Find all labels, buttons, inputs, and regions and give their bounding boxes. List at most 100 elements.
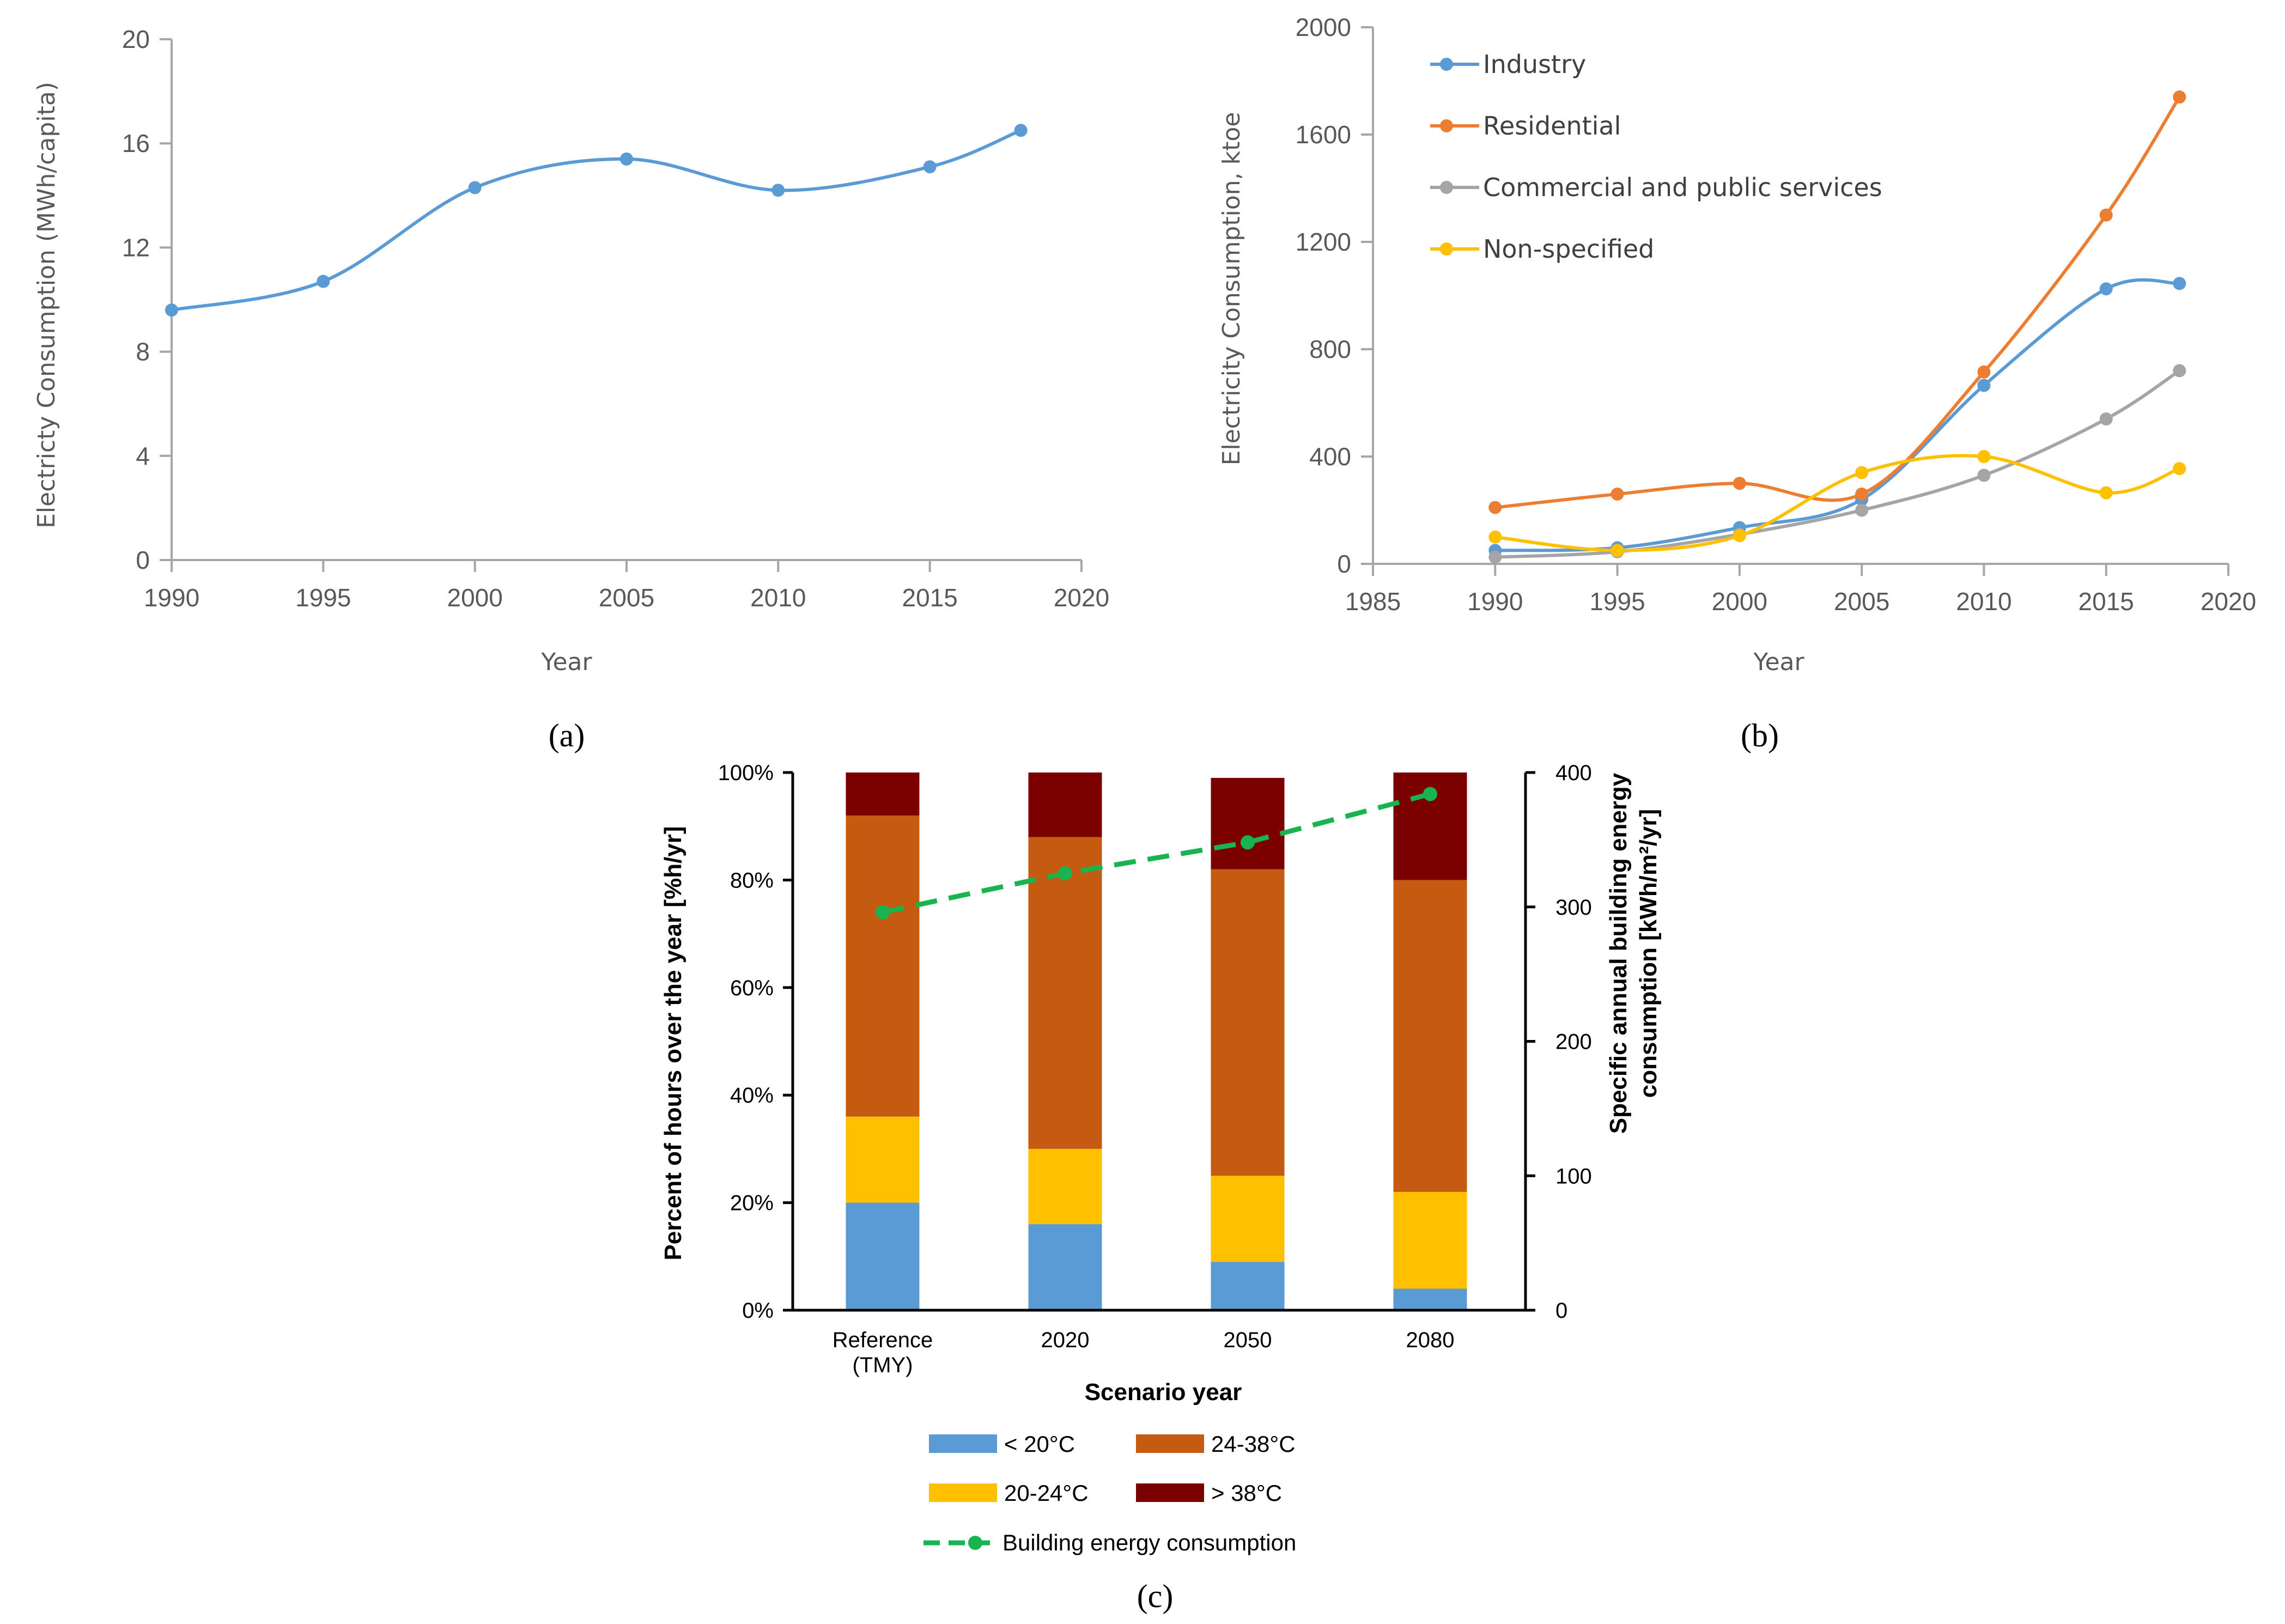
data-point: [1611, 544, 1624, 557]
x-tick-label: 2000: [1712, 587, 1767, 616]
bar-segment: [1393, 1288, 1467, 1310]
b-y-tick-labels: 0 400 800 1200 1600 2000: [1296, 13, 1351, 578]
data-point: [317, 275, 330, 288]
bar-segment: [1211, 777, 1285, 869]
legend-swatch-marker: [1440, 181, 1453, 194]
c-y2-tick-label: 400: [1555, 761, 1592, 785]
c-y2-tick-label: 0: [1555, 1299, 1567, 1323]
legend-label: Commercial and public services: [1483, 173, 1882, 202]
bar-segment: [1211, 869, 1285, 1176]
series-line: [1494, 454, 2180, 552]
x-tick-label: 2010: [750, 583, 806, 612]
data-point: [923, 160, 937, 174]
chart-b: 0 400 800 1200 1600 2000 1985 1990 1995 2000 2005…: [1218, 13, 2256, 753]
legend-item-line: Building energy consumption: [923, 1530, 1296, 1555]
bar-group-2080: [1393, 773, 1467, 1310]
data-point: [2173, 277, 2186, 290]
a-caption: (a): [549, 717, 585, 753]
b-legend: Industry Residential Commercial and public…: [1430, 50, 1882, 264]
data-point: [1488, 501, 1502, 514]
bar-segment: [1028, 1224, 1102, 1310]
data-point: [2173, 462, 2186, 476]
legend-item: Non-specified: [1430, 234, 1654, 264]
c-x-tick-labels: Reference(TMY) 2020 2050 2080: [832, 1328, 1455, 1377]
x-tick-label: 2015: [902, 583, 957, 612]
x-tick-label: 2000: [447, 583, 502, 612]
a-axes: [160, 38, 1083, 572]
series-residential: [1488, 90, 2186, 514]
c-legend: < 20°C 24-38°C 20-24°C > 38°C Building energ…: [923, 1431, 1296, 1555]
x-tick-label: 1995: [1589, 587, 1645, 616]
legend-label: 20-24°C: [1004, 1480, 1089, 1506]
c-energy-line: [876, 787, 1437, 920]
a-y-axis-title: Electricty Consumption (MWh/capita): [33, 82, 60, 528]
legend-item: Industry: [1430, 50, 1586, 79]
legend-label: Non-specified: [1483, 234, 1654, 264]
series-line: [1494, 96, 2181, 509]
c-y2-tick-label: 200: [1555, 1030, 1592, 1054]
a-x-tick-labels: 1990 1995 2000 2005 2010 2015 2020: [144, 583, 1109, 612]
b-x-tick-labels: 1985 1990 1995 2000 2005 2010 2015 2020: [1345, 587, 2256, 616]
chart-c: 0% 20% 40% 60% 80% 100% 0 100 200 300 400 Referen…: [660, 761, 1662, 1614]
legend-label: Building energy consumption: [1002, 1530, 1296, 1555]
data-point: [1488, 550, 1502, 564]
y-tick-label: 8: [136, 338, 150, 366]
legend-swatch-marker: [1440, 242, 1453, 256]
y-tick-label: 800: [1309, 335, 1351, 363]
data-point: [1733, 529, 1746, 543]
series-line: [171, 129, 1022, 312]
legend-item: Residential: [1430, 111, 1621, 141]
x-tick-label: 1985: [1345, 587, 1401, 616]
c-y2-axis-title-line1: Specific annual building energy: [1605, 773, 1632, 1134]
c-y-tick-labels: 0% 20% 40% 60% 80% 100%: [718, 761, 774, 1323]
a-x-axis-title: Year: [540, 648, 592, 676]
legend-swatch-marker: [1440, 119, 1453, 132]
bar-group-2020: [1028, 773, 1102, 1310]
data-point: [2173, 90, 2186, 104]
data-point: [1733, 477, 1746, 490]
data-point: [1855, 487, 1869, 501]
data-point: [1488, 530, 1502, 544]
series-line: [1495, 278, 2180, 552]
data-point: [165, 303, 178, 317]
data-point: [771, 184, 785, 197]
data-point: [1855, 503, 1869, 517]
c-caption: (c): [1137, 1578, 1174, 1614]
c-y2-axis-title-line2: consumption [kWh/m²/yr]: [1635, 809, 1662, 1098]
c-y-tick-label: 0%: [742, 1299, 774, 1323]
bar-segment: [1211, 1262, 1285, 1310]
data-point: [1977, 450, 1991, 463]
y-tick-label: 20: [122, 25, 150, 53]
c-x-tick-label: Reference: [832, 1328, 933, 1352]
c-y2-tick-label: 300: [1555, 896, 1592, 920]
legend-item: 20-24°C: [929, 1480, 1089, 1506]
data-point: [2099, 208, 2113, 222]
x-tick-label: 2015: [2079, 587, 2134, 616]
energy-point: [1241, 835, 1255, 850]
c-bars: [846, 773, 1467, 1310]
bar-segment: [1211, 1176, 1285, 1262]
data-point: [2099, 486, 2113, 500]
data-point: [2099, 282, 2113, 296]
c-y-tick-label: 60%: [730, 976, 774, 1000]
c-y2-tick-labels: 0 100 200 300 400: [1555, 761, 1592, 1323]
legend-item: Commercial and public services: [1430, 173, 1882, 202]
x-tick-label: 2005: [1834, 587, 1889, 616]
c-x-tick-label: 2050: [1224, 1328, 1272, 1352]
b-y-axis-title: Electricity Consumption, ktoe: [1218, 112, 1245, 466]
data-point: [1855, 466, 1869, 479]
bar-segment: [846, 773, 920, 816]
c-x-axis-title: Scenario year: [1085, 1379, 1242, 1406]
legend-item: 24-38°C: [1136, 1431, 1296, 1457]
x-tick-label: 1990: [144, 583, 199, 612]
y-tick-label: 16: [122, 129, 150, 157]
y-tick-label: 12: [122, 233, 150, 261]
x-tick-label: 1990: [1467, 587, 1523, 616]
legend-swatch-marker: [968, 1536, 982, 1550]
bar-segment: [1393, 880, 1467, 1192]
legend-swatch-marker: [1440, 58, 1453, 71]
data-point: [1611, 487, 1624, 501]
y-tick-label: 0: [136, 546, 150, 574]
energy-line: [882, 792, 1431, 915]
